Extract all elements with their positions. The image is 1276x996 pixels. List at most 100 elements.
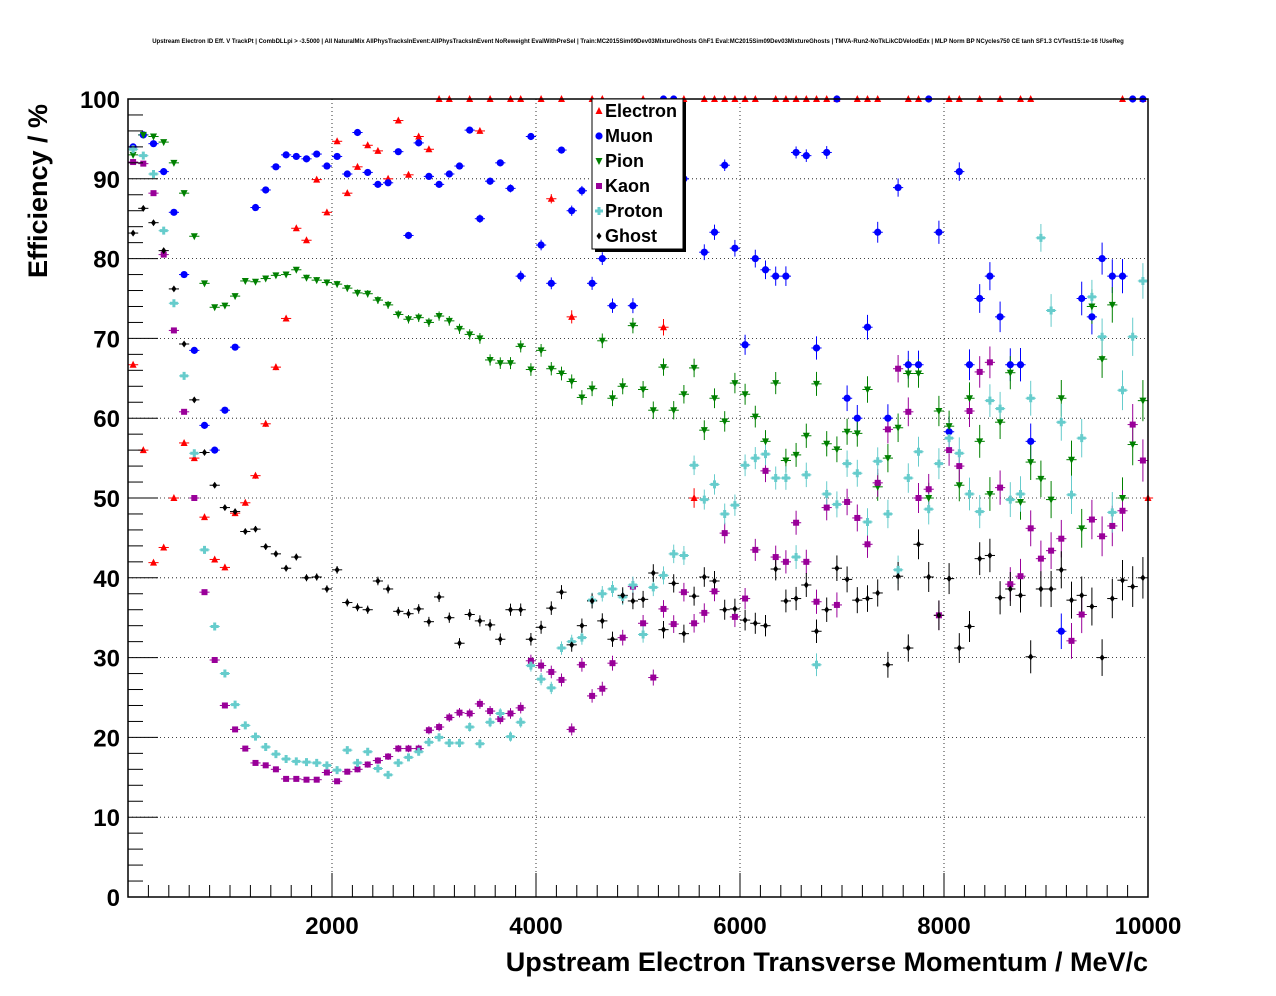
ghost-point [671,579,677,587]
ghost-point [538,623,544,631]
kaon-point [670,621,677,628]
proton-point [934,459,943,468]
kaon-point [742,595,749,602]
electron-point [547,194,555,202]
proton-legend-label: Proton [605,201,663,221]
pion-point [935,408,943,416]
muon-point [282,151,290,159]
proton-point [373,764,382,773]
proton-point [526,661,535,670]
pion-point [649,407,657,415]
muon-point [537,241,545,249]
kaon-point [599,685,606,692]
muon-point [792,148,800,157]
muon-point [986,272,994,280]
kaon-point [385,753,392,760]
kaon-point [915,495,922,501]
kaon-point [589,692,596,699]
pion-point [374,297,382,305]
electron-point [374,146,382,154]
ghost-point [844,575,850,583]
ghost-legend-label: Ghost [605,226,657,246]
muon-point [384,179,392,187]
pion-point [884,455,892,463]
pion-point [996,419,1004,427]
proton-point [598,589,607,598]
ghost-point [854,596,860,604]
electron-point [660,323,667,331]
proton-point [465,723,474,732]
ghost-point [956,644,962,652]
muon-point [435,180,443,188]
kaon-point [354,766,361,773]
ghost-point [130,229,136,237]
pion-point [180,190,188,198]
proton-point [1098,332,1107,341]
muon-legend-label: Muon [605,126,653,146]
pion-point [1108,301,1116,309]
pion-point [1006,369,1014,377]
kaon-point [150,190,157,197]
proton-point [220,669,229,678]
ghost-point [650,569,656,577]
pion-point [955,482,963,490]
ghost-point [1099,654,1105,662]
kaon-point [374,757,381,764]
proton-point [486,718,495,727]
ghost-point [191,396,197,404]
muon-point [863,323,872,331]
proton-point [659,571,668,580]
muon-point [527,132,535,141]
proton-point [894,565,903,574]
ghost-point [467,611,473,619]
proton-point [353,758,362,767]
kaon-point [946,447,953,454]
muon-point [313,150,321,158]
ghost-point [1028,653,1034,661]
muon-point [333,152,341,161]
pion-point [619,383,627,391]
ghost-point [610,635,615,643]
pion-point [670,407,678,415]
proton-point [761,450,770,459]
kaon-point [701,609,708,616]
muon-point [731,244,739,252]
proton-point [883,509,892,518]
electron-point [394,116,402,124]
proton-point [1016,490,1025,499]
proton-point [771,474,780,483]
kaon-point [303,776,310,783]
kaon-point [527,657,534,664]
proton-point [190,449,199,458]
kaon-point [487,708,494,715]
kaon-point [680,589,687,596]
proton-point [700,495,709,504]
ghost-point [967,622,972,630]
proton-point [241,721,250,730]
pion-point [231,293,239,301]
pion-point [150,133,157,141]
ghost-point [140,204,146,212]
pion-point [731,380,739,388]
kaon-point [262,762,269,769]
pion-point [864,386,871,394]
ghost-point [742,616,748,624]
kaon-point [1048,547,1055,554]
x-tick-label: 10000 [1115,913,1182,940]
kaon-point [619,634,626,641]
muon-point [160,168,168,176]
pion-point [507,360,514,368]
electron-point [211,555,219,563]
muon-point [853,414,861,422]
kaon-point [956,463,963,470]
muon-point [190,346,198,354]
electron-point [313,175,321,183]
kaon-point [895,365,902,372]
ghost-point [293,553,299,561]
kaon-point [181,408,188,415]
pion-point [680,391,688,399]
kaon-point [1078,611,1085,618]
kaon-point [334,778,341,785]
kaon-point [782,558,789,565]
ghost-point [763,622,768,630]
